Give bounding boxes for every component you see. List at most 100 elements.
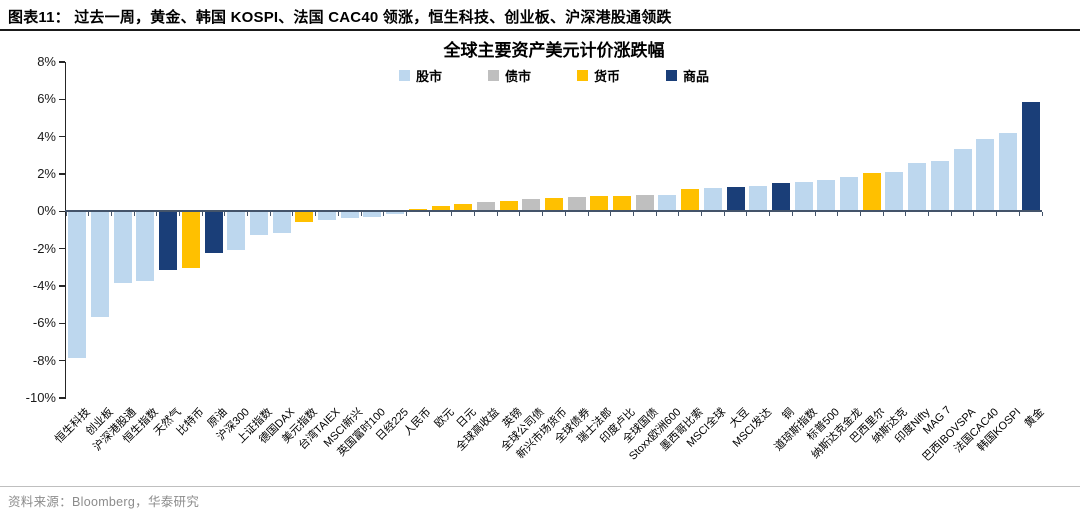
x-axis-tick — [610, 212, 612, 217]
x-axis-tick — [928, 212, 929, 217]
chart-bar — [408, 209, 427, 212]
x-axis-tick — [564, 212, 566, 217]
chart-bar — [726, 187, 745, 212]
x-axis-tick — [315, 212, 317, 217]
legend-swatch-currency — [577, 70, 588, 81]
x-axis-tick — [814, 212, 816, 217]
y-axis-tick-label: -10% — [25, 390, 56, 405]
y-axis-tick-label: -2% — [32, 240, 56, 256]
x-axis-tick — [769, 212, 771, 217]
chart-bar — [998, 132, 1017, 212]
chart-bar — [590, 196, 609, 212]
legend-label: 债市 — [504, 69, 531, 84]
y-axis-tick — [59, 247, 65, 250]
y-axis-tick-label: -4% — [32, 278, 56, 293]
chart-bar — [862, 173, 881, 212]
chart-bar — [136, 212, 155, 282]
y-axis-tick — [59, 322, 65, 325]
x-axis-tick — [405, 212, 407, 217]
x-axis-tick — [519, 212, 521, 217]
x-axis-tick — [383, 212, 385, 217]
x-axis-tick — [632, 212, 634, 217]
y-axis-tick-label: -6% — [32, 315, 56, 331]
chart-bar — [113, 212, 132, 284]
chart-bar — [817, 179, 836, 212]
y-axis-tick — [59, 98, 65, 101]
y-axis-tick — [59, 173, 65, 175]
legend-item-commodity: 商品 — [666, 66, 709, 85]
chart-bar — [681, 188, 700, 212]
chart-bar — [181, 212, 200, 269]
x-axis-tick — [791, 212, 793, 217]
chart-bar — [340, 212, 359, 218]
chart-bar — [272, 212, 291, 233]
chart-bar — [794, 182, 813, 212]
x-axis-tick — [110, 212, 112, 217]
source-attribution: 资料来源：Bloomberg，华泰研究 — [8, 495, 200, 509]
chart-bar — [1021, 102, 1040, 212]
legend-label: 商品 — [683, 69, 710, 84]
legend-label: 货币 — [594, 69, 621, 84]
x-axis-tick — [133, 212, 135, 217]
chart-bar — [476, 202, 495, 212]
legend-item-stock: 股市 — [398, 66, 442, 85]
x-axis-tick — [269, 212, 271, 217]
x-axis-tick — [292, 212, 294, 217]
x-axis-tick — [996, 212, 998, 217]
x-axis-tick — [247, 212, 249, 217]
x-axis-tick — [178, 212, 180, 217]
x-axis-tick — [678, 212, 680, 217]
legend-item-currency: 货币 — [577, 66, 620, 85]
x-axis-tick — [1041, 212, 1043, 217]
chart-bar — [386, 212, 405, 214]
chart-bar — [499, 201, 518, 212]
x-axis-tick — [837, 212, 839, 217]
chart-bar — [363, 212, 382, 217]
chart-bar — [249, 212, 268, 235]
y-axis-tick-label: 6% — [37, 91, 56, 107]
chart-bar — [159, 212, 178, 271]
chart-bar — [567, 197, 586, 212]
x-axis-tick — [859, 212, 861, 217]
chart-bar — [545, 198, 563, 212]
chart-bar — [703, 188, 722, 212]
chart-bar — [431, 205, 450, 212]
legend-swatch-stock — [398, 70, 410, 81]
x-axis-tick — [882, 212, 884, 217]
chart-bar — [295, 212, 314, 222]
y-axis-line — [64, 62, 66, 399]
chart-bar — [91, 212, 110, 317]
x-axis-tick — [950, 212, 952, 217]
x-axis-tick — [428, 212, 430, 217]
chart-bar — [840, 176, 859, 212]
chart-bar — [635, 195, 654, 212]
y-axis-tick — [59, 285, 65, 287]
y-axis-tick-label: -8% — [32, 352, 56, 368]
legend-swatch-commodity — [666, 70, 678, 81]
legend-swatch-bond — [487, 70, 499, 81]
footer-divider — [0, 486, 1080, 487]
chart-bar — [68, 212, 87, 358]
chart-bar — [908, 162, 927, 212]
x-axis-tick — [451, 212, 453, 217]
x-axis-tick — [337, 212, 339, 217]
x-axis-tick — [701, 212, 703, 217]
y-axis-tick — [59, 135, 65, 138]
chart-bar — [613, 196, 632, 212]
chart-bar — [204, 212, 223, 254]
title-divider — [0, 29, 1080, 31]
x-axis-tick — [201, 212, 203, 217]
x-axis-tick — [474, 212, 476, 217]
chart-bar — [885, 172, 904, 212]
y-axis-tick-label: 8% — [37, 54, 56, 69]
x-axis-tick — [496, 212, 498, 217]
x-axis-tick — [156, 212, 158, 217]
chart-bar — [454, 203, 473, 212]
y-axis-tick — [59, 210, 65, 213]
x-axis-tick — [973, 212, 975, 217]
y-axis-tick — [59, 61, 65, 63]
chart-bar — [749, 186, 768, 212]
chart-bar — [227, 212, 246, 250]
chart-title: 全球主要资产美元计价涨跌幅 — [443, 41, 665, 60]
